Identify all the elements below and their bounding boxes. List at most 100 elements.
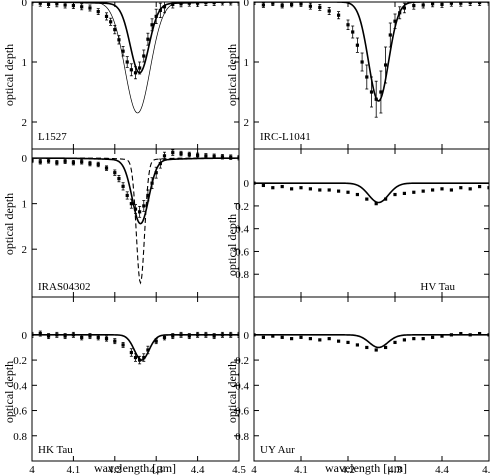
data-point [204, 154, 208, 158]
data-point [38, 160, 42, 164]
ytick-label-hk-tau: 0.4 [13, 380, 27, 392]
ytick-label-irc-l1041: 2 [244, 117, 250, 129]
data-point [318, 338, 322, 342]
data-point [421, 337, 425, 341]
ytick-label-hv-tau: 0.2 [235, 201, 249, 213]
ytick-label-hv-tau: 0.8 [235, 269, 249, 281]
data-point [261, 335, 265, 339]
data-point [212, 334, 216, 338]
data-point [121, 184, 125, 188]
data-point [129, 350, 133, 355]
ytick-label-irc-l1041: 1 [244, 57, 250, 69]
data-point [337, 13, 341, 17]
ytick-label-iras04302: 0 [22, 153, 28, 165]
data-point [459, 2, 463, 5]
data-point [133, 355, 138, 360]
data-point [261, 183, 265, 188]
data-point [80, 160, 84, 164]
data-point [421, 189, 425, 193]
data-point [440, 334, 444, 338]
xtick-label-uy-aur: 4.2 [341, 464, 355, 475]
data-point [449, 2, 453, 5]
xtick-label-hk-tau: 4.1 [67, 464, 81, 475]
data-point [63, 159, 67, 163]
data-point [121, 49, 125, 53]
data-point [113, 28, 117, 32]
data-point [327, 9, 331, 13]
data-point [142, 355, 146, 360]
data-point [459, 331, 463, 336]
data-point [109, 20, 113, 24]
plot-area-iras04302 [32, 149, 239, 285]
plot-area-hv-tau [254, 181, 489, 206]
panel-title-uy-aur: UY Aur [260, 444, 295, 456]
data-point [290, 337, 294, 341]
data-point [171, 334, 175, 338]
data-point [212, 2, 216, 5]
xtick-label-uy-aur: 4 [251, 464, 257, 475]
data-point [337, 189, 341, 193]
model-curve-l1527-2 [32, 2, 239, 114]
ytick-label-hk-tau: 0.8 [13, 431, 27, 443]
data-point [431, 2, 435, 6]
model-curve-uy-aur-1 [254, 334, 489, 349]
data-point [71, 161, 75, 165]
data-point [96, 162, 100, 167]
data-point [138, 210, 142, 214]
xtick-label-hk-tau: 4.2 [108, 464, 122, 475]
ylabel-row1-left: optical depth [2, 44, 16, 106]
data-point [187, 152, 191, 157]
data-point [104, 166, 109, 170]
data-point [150, 23, 154, 27]
data-point [104, 337, 109, 341]
data-point [468, 2, 472, 5]
xtick-label-uy-aur: 4.3 [388, 464, 402, 475]
xtick-label-hk-tau: 4.5 [232, 464, 246, 475]
ytick-label-uy-aur: 0.6 [235, 406, 249, 418]
data-point [63, 334, 67, 338]
ylabel-row3-left: optical depth [2, 361, 16, 423]
data-point [468, 187, 472, 191]
data-point [154, 171, 158, 175]
data-point [220, 155, 225, 159]
data-point [88, 6, 92, 10]
data-point [146, 193, 150, 198]
ylabel-row1-right: optical depth [225, 44, 239, 106]
data-point [96, 10, 100, 14]
panel-title-hk-tau: HK Tau [38, 444, 73, 456]
ytick-label-irc-l1041: 0 [244, 0, 250, 9]
data-point [146, 348, 150, 352]
ytick-label-l1527: 1 [22, 57, 28, 69]
data-point [355, 43, 359, 47]
data-point [393, 340, 397, 345]
plot-area-hk-tau [32, 330, 239, 365]
data-point [55, 161, 59, 165]
model-curve-iras04302-2 [32, 157, 239, 285]
data-point [327, 337, 331, 341]
xtick-label-uy-aur: 4.1 [294, 464, 308, 475]
data-point [46, 334, 51, 338]
data-point [478, 2, 482, 5]
data-point [229, 155, 233, 159]
data-point [402, 6, 406, 10]
plot-area-l1527 [32, 2, 239, 114]
data-point [38, 331, 42, 336]
data-point [431, 335, 435, 339]
data-point [421, 3, 425, 7]
data-point [459, 186, 463, 190]
data-point [88, 161, 92, 166]
data-point [154, 339, 158, 343]
data-point [271, 186, 275, 190]
data-point [337, 339, 341, 343]
ytick-label-uy-aur: 0.2 [235, 355, 249, 367]
data-point [212, 154, 216, 158]
data-point [280, 184, 284, 189]
data-point [104, 14, 109, 18]
xtick-label-uy-aur: 4.5 [482, 464, 491, 475]
data-point [365, 75, 369, 79]
data-point [388, 33, 392, 37]
data-point [299, 186, 303, 190]
data-point [113, 171, 117, 175]
data-point [365, 345, 369, 350]
